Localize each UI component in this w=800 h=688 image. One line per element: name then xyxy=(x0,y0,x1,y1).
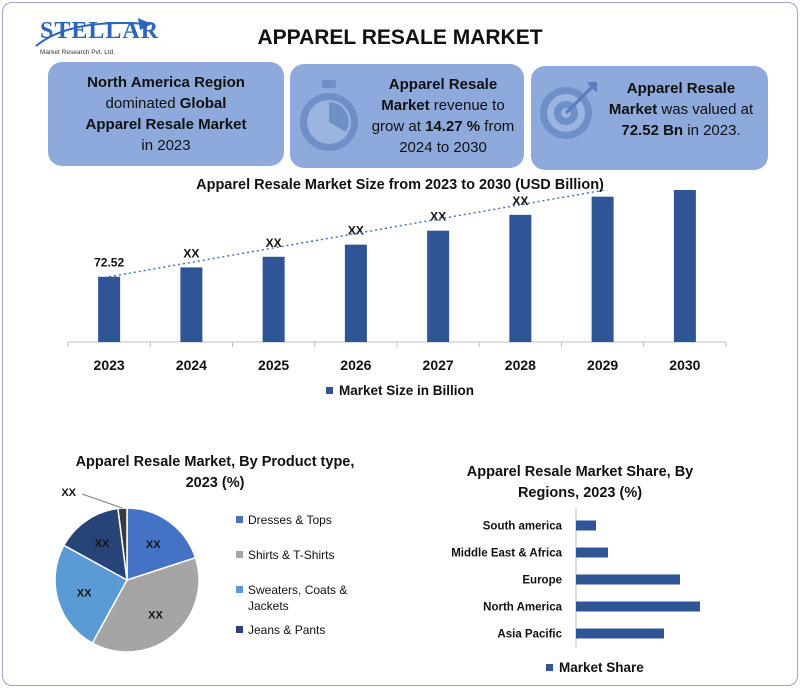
legend-label: Market Size in Billion xyxy=(338,383,475,398)
x-tick-label: 2027 xyxy=(423,357,454,373)
pie-slice xyxy=(126,507,197,582)
bar xyxy=(344,244,367,342)
bar xyxy=(576,520,596,531)
pie-legend-item: Dresses & Tops xyxy=(236,512,396,528)
page-title: APPAREL RESALE MARKET xyxy=(257,26,543,49)
bar-data-label: XX xyxy=(183,246,199,260)
bar-data-label: XX xyxy=(430,210,446,224)
pie-legend-item: Jeans & Pants xyxy=(236,622,396,638)
pie-data-label: XX xyxy=(61,487,76,499)
legend-swatch xyxy=(325,387,333,394)
market-size-bar-chart: 72.522023XX2024XX2025XX2026XX2027XX2028X… xyxy=(67,190,727,373)
x-tick-label: 2023 xyxy=(94,357,125,373)
legend-swatch xyxy=(546,664,553,671)
y-tick-label: Asia Pacific xyxy=(497,629,562,641)
x-tick-label: 2024 xyxy=(176,357,207,373)
legend-swatch xyxy=(236,516,243,523)
legend-swatch xyxy=(236,626,243,633)
y-tick-label: South america xyxy=(483,521,563,533)
logo-swoosh-icon xyxy=(35,18,152,47)
pie-chart-title: Apparel Resale Market, By Product type, … xyxy=(75,454,355,491)
highlight-card-growth: Apparel Resale Market revenue to grow at… xyxy=(290,64,524,168)
card-value-text: Apparel Resale Market was valued at 72.5… xyxy=(608,80,754,139)
brand-logo[interactable]: STELLAR Market Research Pvt. Ltd. xyxy=(30,16,158,60)
region-chart-legend: Market Share xyxy=(546,660,644,675)
pie-legend-item: Sweaters, Coats & Jackets xyxy=(236,582,396,614)
bar xyxy=(576,574,680,585)
y-tick-label: North America xyxy=(483,602,562,614)
x-tick-label: 2029 xyxy=(587,357,618,373)
pie-slice xyxy=(91,556,200,653)
card-line: Apparel Resale Market xyxy=(85,116,247,133)
logo-tagline: Market Research Pvt. Ltd. xyxy=(40,49,116,56)
x-tick-label: 2028 xyxy=(505,357,536,373)
bar-data-label: XX xyxy=(348,224,364,238)
bar xyxy=(98,276,121,342)
card-line: in 2023 xyxy=(141,137,191,154)
bar xyxy=(576,628,664,639)
legend-label: Dresses & Tops xyxy=(248,513,332,527)
pie-leader-line xyxy=(81,493,123,509)
pie-data-label: XX xyxy=(95,538,110,550)
region-share-bar-chart: South america Middle East & Africa Europe N… xyxy=(451,508,700,647)
region-chart-title: Apparel Resale Market Share, By Regions,… xyxy=(466,464,694,501)
logo-wordmark: STELLAR xyxy=(40,18,160,44)
pie-chart-legend: Dresses & Tops Shirts & T-Shirts Sweaters,… xyxy=(236,512,396,657)
bar xyxy=(427,230,450,342)
bar xyxy=(509,214,532,342)
bar xyxy=(180,267,203,342)
bar-data-label: 72.52 xyxy=(94,256,124,270)
product-type-pie-chart: XX XX XX XX XX xyxy=(54,487,200,653)
bar xyxy=(576,601,700,612)
bar xyxy=(262,256,285,342)
pie-data-label: XX xyxy=(146,539,161,551)
pie-data-label: XX xyxy=(77,587,92,599)
bar-chart-title: Apparel Resale Market Size from 2023 to … xyxy=(196,177,604,193)
y-tick-label: Middle East & Africa xyxy=(451,548,562,560)
card-region-text: North America Region dominated Global Appa… xyxy=(48,72,284,156)
bar-data-label: XX xyxy=(266,236,282,250)
card-line: North America Region xyxy=(87,74,245,91)
bar xyxy=(673,190,696,342)
legend-label: Jeans & Pants xyxy=(248,623,326,637)
highlight-card-region: North America Region dominated Global Appa… xyxy=(48,62,284,166)
x-tick-label: 2030 xyxy=(669,357,700,373)
pie-data-label: XX xyxy=(148,609,163,621)
legend-label: Shirts & T-Shirts xyxy=(248,548,335,562)
legend-label: Sweaters, Coats & Jackets xyxy=(248,583,348,613)
bar xyxy=(576,547,608,558)
bar-chart-legend: Market Size in Billion xyxy=(0,383,800,398)
bar xyxy=(591,196,614,342)
card-growth-text: Apparel Resale Market revenue to grow at… xyxy=(371,76,515,156)
legend-label: Market Share xyxy=(559,660,644,675)
y-tick-label: Europe xyxy=(522,575,562,587)
legend-swatch xyxy=(236,586,243,593)
legend-swatch xyxy=(236,551,243,558)
stopwatch-icon xyxy=(300,80,358,151)
x-tick-label: 2026 xyxy=(340,357,371,373)
card-line: dominated Global xyxy=(105,95,227,112)
pie-slice xyxy=(62,507,128,582)
pie-slice xyxy=(54,544,129,645)
target-icon xyxy=(540,82,597,139)
pie-legend-item: Shirts & T-Shirts xyxy=(236,547,396,563)
highlight-card-value: Apparel Resale Market was valued at 72.5… xyxy=(531,66,768,170)
x-tick-label: 2025 xyxy=(258,357,289,373)
